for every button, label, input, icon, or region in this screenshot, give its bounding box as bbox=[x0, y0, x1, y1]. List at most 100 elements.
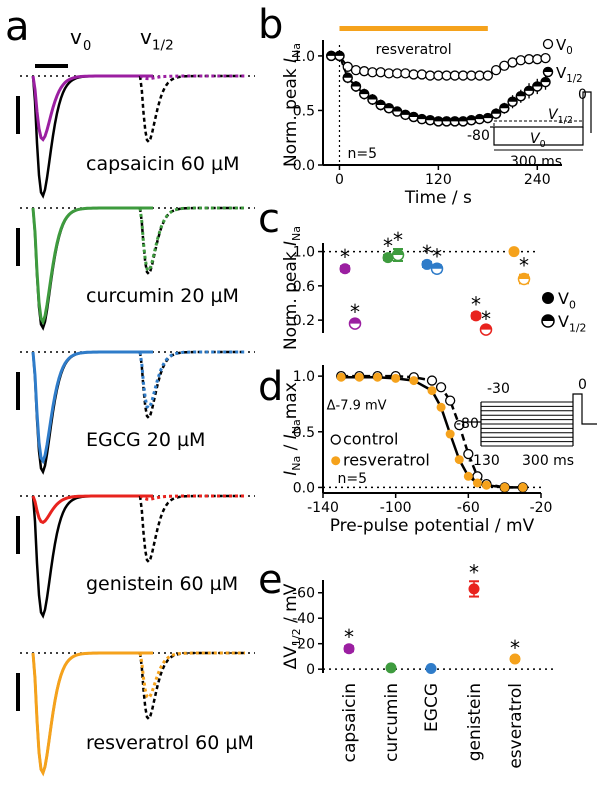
data-point-fill bbox=[392, 107, 402, 112]
col-header-vhalf: v1/2 bbox=[140, 25, 174, 54]
data-point-vhalf bbox=[430, 262, 444, 275]
data-point-vhalf bbox=[348, 317, 362, 330]
significance-star: * bbox=[344, 625, 354, 649]
y-tick-label: 1.0 bbox=[293, 49, 315, 65]
x-tick-label: -140 bbox=[307, 500, 339, 516]
protocol-vhalf bbox=[490, 91, 592, 133]
data-point bbox=[354, 372, 364, 382]
protocol-duration-label: 300 ms bbox=[522, 453, 574, 469]
legend-marker-vhalf-fill bbox=[542, 315, 554, 321]
data-point-fill bbox=[326, 51, 336, 56]
data-point bbox=[426, 375, 438, 386]
trace-label: curcumin 20 µM bbox=[86, 285, 239, 307]
legend-marker-control bbox=[330, 434, 341, 445]
data-point-fill bbox=[508, 97, 518, 102]
protocol-hold-label: -80 bbox=[467, 128, 490, 144]
legend-label-control: control bbox=[343, 430, 398, 449]
data-point bbox=[416, 69, 428, 80]
data-point bbox=[523, 85, 535, 97]
control-trace-vhalf bbox=[138, 494, 245, 565]
protocol-vhalf-dashed bbox=[490, 120, 583, 128]
y-tick-label: 0.6 bbox=[293, 279, 315, 295]
x-tick-label: 240 bbox=[524, 172, 551, 188]
legend-marker-v0 bbox=[542, 38, 554, 50]
n-label: n=5 bbox=[347, 146, 377, 162]
control-trace-vhalf bbox=[138, 206, 245, 277]
data-point bbox=[343, 643, 355, 655]
data-point-fill bbox=[384, 103, 394, 109]
data-point-fill bbox=[417, 114, 427, 120]
shift-annotation: Δ-7.9 mV bbox=[327, 399, 387, 414]
data-point bbox=[400, 68, 411, 79]
protocol-top-label: 0 bbox=[578, 87, 587, 103]
trace-row-2: curcumin 20 µM bbox=[16, 206, 255, 331]
category-genistein: * bbox=[468, 560, 480, 598]
trace-label: genistein 60 µM bbox=[86, 573, 238, 595]
data-point-fill bbox=[409, 112, 419, 117]
category-resveratrol: * bbox=[509, 636, 521, 665]
significance-star: * bbox=[350, 300, 360, 324]
data-point-fill bbox=[450, 116, 460, 122]
trace-row-1: capsaicin 60 µM bbox=[16, 74, 255, 199]
trace-label: EGCG 20 µM bbox=[86, 429, 205, 451]
data-point bbox=[499, 103, 510, 114]
data-point bbox=[425, 663, 437, 675]
data-point bbox=[334, 50, 345, 62]
y-tick-label: 0.5 bbox=[293, 425, 315, 441]
y-tick-label: 1.0 bbox=[293, 369, 315, 385]
data-point bbox=[463, 448, 474, 460]
data-point bbox=[482, 480, 491, 490]
data-point-fill bbox=[343, 73, 353, 78]
y-axis-label: Norm. peak INa bbox=[281, 226, 303, 350]
data-point-fill bbox=[351, 81, 361, 87]
data-point bbox=[427, 386, 437, 396]
category-curcumin bbox=[385, 662, 397, 674]
data-point-v0 bbox=[508, 246, 520, 258]
protocol-steps bbox=[481, 401, 573, 447]
data-point bbox=[336, 372, 346, 382]
category-capsaicin: * bbox=[343, 625, 355, 655]
drug-trace-vhalf bbox=[139, 74, 245, 81]
drug-trace-vhalf bbox=[138, 651, 245, 700]
category-capsaicin: ** bbox=[339, 245, 362, 330]
control-trace-vhalf bbox=[138, 350, 245, 421]
data-point bbox=[375, 67, 386, 78]
drug-trace-v0 bbox=[31, 494, 153, 525]
data-point bbox=[436, 402, 446, 412]
data-point bbox=[385, 662, 397, 674]
legend-marker-v0 bbox=[542, 292, 554, 304]
data-point bbox=[540, 76, 551, 88]
y-tick-label: 1.0 bbox=[293, 245, 315, 261]
data-point-v0 bbox=[339, 263, 351, 275]
significance-star: * bbox=[340, 245, 350, 269]
data-point-fill bbox=[359, 89, 369, 95]
panel-letter-c: c bbox=[258, 196, 280, 242]
trace-label: capsaicin 60 µM bbox=[86, 153, 239, 175]
x-axis-label: Time / s bbox=[404, 188, 472, 208]
data-point bbox=[373, 372, 382, 382]
data-point bbox=[468, 583, 480, 595]
trace-row-3: EGCG 20 µM bbox=[16, 350, 255, 475]
data-point bbox=[350, 64, 362, 76]
panel-a: v 0 v1/2 capsaicin 60 µM curcumin 20 µM EGCG … bbox=[16, 25, 255, 777]
data-point bbox=[350, 81, 362, 92]
significance-star: * bbox=[393, 228, 403, 252]
data-point-fill bbox=[458, 116, 468, 122]
data-point-vhalf-fill bbox=[431, 263, 443, 269]
legend-label-resveratrol: resveratrol bbox=[343, 451, 430, 470]
y-tick-label: -60 bbox=[292, 586, 315, 602]
legend-marker-vhalf-fill bbox=[543, 67, 553, 72]
data-point bbox=[445, 429, 455, 439]
significance-star: * bbox=[422, 241, 432, 265]
panel-b: 0 120 240 0.0 0.5 1.0 Time / s Norm. peak INa re… bbox=[281, 26, 592, 208]
data-point-vhalf-fill bbox=[480, 324, 492, 330]
significance-star: * bbox=[432, 244, 442, 268]
data-point bbox=[507, 96, 518, 107]
data-point bbox=[482, 112, 494, 124]
protocol-outline bbox=[463, 393, 597, 446]
legend-marker-vhalf bbox=[541, 314, 555, 328]
y-tick-label: 0.0 bbox=[293, 480, 315, 496]
category-curcumin: * * bbox=[382, 228, 405, 264]
